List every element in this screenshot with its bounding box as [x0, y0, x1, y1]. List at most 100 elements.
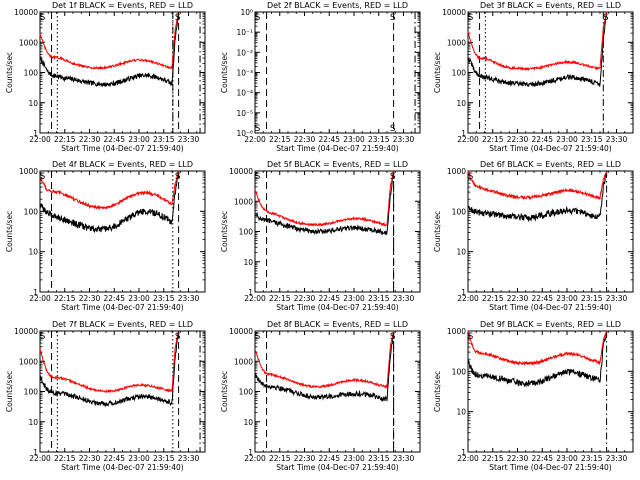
- x-tick-label: 22:45: [103, 294, 125, 303]
- series-line-lld: [254, 171, 395, 228]
- series-line-lld: [254, 330, 395, 390]
- saa-marker: S: [40, 172, 46, 182]
- x-tick-label: 23:30: [393, 294, 415, 303]
- panel-title: Det 4f BLACK = Events, RED = LLD: [52, 160, 193, 169]
- y-tick-label: 10⁻²: [236, 48, 253, 57]
- x-tick-label: 23:15: [368, 454, 390, 463]
- x-axis-label: Start Time (04-Dec-07 21:59:40): [489, 303, 611, 312]
- x-tick-label: 23:00: [343, 135, 365, 144]
- y-tick-label: 10⁻⁶: [236, 129, 253, 138]
- x-tick-label: 22:15: [482, 454, 504, 463]
- y-tick-label: 1: [33, 288, 38, 297]
- x-tick-label: 22:15: [54, 454, 76, 463]
- x-tick-label: 22:30: [79, 294, 101, 303]
- y-tick-label: 1: [33, 129, 38, 138]
- x-tick-label: 23:00: [556, 135, 578, 144]
- y-tick-label: 10: [456, 408, 466, 417]
- series-line-events: [39, 331, 180, 408]
- y-tick-label: 1: [248, 288, 253, 297]
- y-tick-label: 100: [239, 228, 254, 237]
- y-tick-label: 10: [243, 418, 253, 427]
- x-tick-label: 22:30: [507, 135, 529, 144]
- y-tick-label: 10000: [229, 327, 253, 336]
- y-tick-label: 100: [24, 69, 39, 78]
- x-tick-label: 22:45: [318, 294, 340, 303]
- saa-marker: S: [175, 172, 181, 182]
- x-tick-label: 22:45: [531, 454, 553, 463]
- saa-marker: S: [468, 332, 474, 342]
- x-tick-label: 22:15: [54, 135, 76, 144]
- x-tick-label: 22:30: [294, 294, 316, 303]
- plot-frame: [467, 170, 634, 293]
- x-tick-label: 22:15: [269, 294, 291, 303]
- x-tick-label: 23:30: [178, 135, 200, 144]
- x-tick-label: 22:30: [294, 135, 316, 144]
- x-tick-label: 23:30: [393, 135, 415, 144]
- series-line-lld: [39, 170, 180, 211]
- x-axis-label: Start Time (04-Dec-07 21:59:40): [489, 463, 611, 472]
- y-axis-label: Counts/sec: [220, 371, 229, 412]
- x-axis-label: Start Time (04-Dec-07 21:59:40): [61, 144, 183, 153]
- plot-frame: [39, 170, 206, 293]
- panel-title: Det 9f BLACK = Events, RED = LLD: [480, 320, 621, 329]
- plot-frame: [254, 330, 421, 453]
- y-axis-label: Counts/sec: [433, 371, 442, 412]
- plot-frame: [39, 11, 206, 134]
- x-tick-label: 22:00: [29, 135, 51, 144]
- y-tick-label: 10⁰: [240, 8, 253, 17]
- x-tick-label: 22:00: [244, 454, 266, 463]
- y-tick-label: 10000: [229, 167, 253, 176]
- panel-title: Det 2f BLACK = Events, RED = LLD: [267, 1, 408, 10]
- x-tick-label: 23:30: [606, 135, 628, 144]
- x-tick-label: 22:00: [29, 454, 51, 463]
- panel-title: Det 6f BLACK = Events, RED = LLD: [480, 160, 621, 169]
- y-tick-label: 1000: [447, 38, 466, 47]
- y-tick-label: 10⁻³: [236, 69, 253, 78]
- x-tick-label: 22:45: [531, 135, 553, 144]
- x-axis-label: Start Time (04-Dec-07 21:59:40): [276, 303, 398, 312]
- x-tick-label: 23:15: [153, 294, 175, 303]
- x-tick-label: 23:15: [581, 294, 603, 303]
- y-axis-label: Counts/sec: [5, 52, 14, 93]
- y-axis-label: Counts/sec: [220, 211, 229, 252]
- series-line-events: [39, 170, 180, 234]
- y-tick-label: 1: [461, 129, 466, 138]
- y-tick-label: 10⁻⁴: [236, 89, 253, 98]
- x-tick-label: 22:30: [79, 135, 101, 144]
- x-tick-label: 23:00: [556, 294, 578, 303]
- x-axis-label: Start Time (04-Dec-07 21:59:40): [276, 463, 398, 472]
- saa-marker: S: [40, 332, 46, 342]
- x-tick-label: 22:15: [269, 135, 291, 144]
- series-line-events: [254, 332, 395, 403]
- saa-marker: S: [603, 13, 609, 23]
- series-line-events: [467, 14, 608, 88]
- y-axis-label: Counts/sec: [5, 211, 14, 252]
- x-axis-label: Start Time (04-Dec-07 21:59:40): [61, 463, 183, 472]
- saa-marker: S: [390, 332, 396, 342]
- y-tick-label: 100: [452, 69, 467, 78]
- panel-title: Det 8f BLACK = Events, RED = LLD: [267, 320, 408, 329]
- y-tick-label: 10: [456, 99, 466, 108]
- x-tick-label: 23:30: [178, 294, 200, 303]
- x-tick-label: 23:00: [556, 454, 578, 463]
- y-tick-label: 1000: [19, 357, 38, 366]
- x-tick-label: 22:30: [507, 294, 529, 303]
- x-tick-label: 22:00: [457, 294, 479, 303]
- x-tick-label: 22:15: [54, 294, 76, 303]
- x-tick-label: 22:30: [507, 454, 529, 463]
- y-tick-label: 1: [461, 288, 466, 297]
- y-tick-label: 10: [28, 418, 38, 427]
- x-tick-label: 22:30: [294, 454, 316, 463]
- x-axis-label: Start Time (04-Dec-07 21:59:40): [489, 144, 611, 153]
- series-line-events: [39, 14, 180, 88]
- panel-8: Det 8f BLACK = Events, RED = LLD 22:00 22:…: [220, 320, 421, 472]
- y-tick-label: 100: [24, 388, 39, 397]
- x-axis-label: Start Time (04-Dec-07 21:59:40): [61, 303, 183, 312]
- series-line-lld: [467, 11, 608, 72]
